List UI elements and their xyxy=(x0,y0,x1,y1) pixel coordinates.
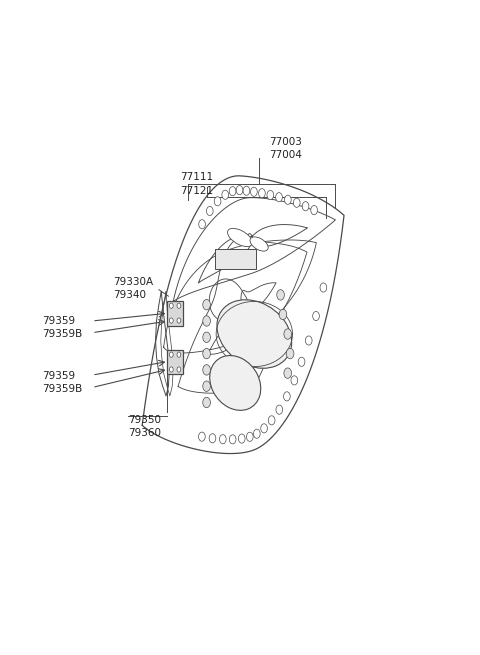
Circle shape xyxy=(169,303,173,309)
Circle shape xyxy=(293,198,300,208)
Circle shape xyxy=(199,432,205,441)
Circle shape xyxy=(236,185,243,195)
Circle shape xyxy=(284,329,291,339)
Circle shape xyxy=(222,190,228,199)
Circle shape xyxy=(279,309,287,320)
Ellipse shape xyxy=(228,229,252,247)
Text: 79359: 79359 xyxy=(42,371,75,381)
Circle shape xyxy=(203,299,210,310)
Circle shape xyxy=(243,186,250,195)
Circle shape xyxy=(251,187,257,196)
Text: 77003
77004: 77003 77004 xyxy=(269,136,302,160)
Circle shape xyxy=(246,432,253,441)
Circle shape xyxy=(203,316,210,326)
Circle shape xyxy=(286,348,294,359)
Circle shape xyxy=(203,365,210,375)
Circle shape xyxy=(203,381,210,392)
Ellipse shape xyxy=(210,356,261,410)
Circle shape xyxy=(320,283,327,292)
Text: 79330A
79340: 79330A 79340 xyxy=(114,277,154,300)
Text: 77111
77121: 77111 77121 xyxy=(180,172,214,196)
Circle shape xyxy=(268,416,275,425)
Text: 79350
79360: 79350 79360 xyxy=(128,415,161,438)
Circle shape xyxy=(239,434,245,443)
FancyBboxPatch shape xyxy=(215,250,256,269)
Circle shape xyxy=(177,303,181,309)
Circle shape xyxy=(177,352,181,357)
Circle shape xyxy=(214,196,221,206)
Circle shape xyxy=(267,191,274,200)
Circle shape xyxy=(219,435,226,444)
FancyBboxPatch shape xyxy=(168,350,183,375)
Circle shape xyxy=(169,367,173,372)
FancyBboxPatch shape xyxy=(168,301,183,326)
Circle shape xyxy=(229,435,236,444)
Circle shape xyxy=(277,290,284,300)
Circle shape xyxy=(203,398,210,407)
Circle shape xyxy=(253,429,260,438)
Circle shape xyxy=(305,336,312,345)
Circle shape xyxy=(291,376,298,385)
Circle shape xyxy=(311,206,317,215)
Circle shape xyxy=(177,367,181,372)
Circle shape xyxy=(177,318,181,323)
Circle shape xyxy=(169,318,173,323)
Circle shape xyxy=(285,195,291,204)
Circle shape xyxy=(203,332,210,343)
Circle shape xyxy=(259,189,265,198)
Circle shape xyxy=(169,352,173,357)
Text: 79359: 79359 xyxy=(42,316,75,326)
Circle shape xyxy=(298,357,305,366)
Circle shape xyxy=(276,193,282,202)
Text: 79359B: 79359B xyxy=(42,384,82,394)
Text: 79359B: 79359B xyxy=(42,329,82,339)
Ellipse shape xyxy=(217,300,292,368)
Circle shape xyxy=(203,348,210,359)
Circle shape xyxy=(229,187,236,196)
Circle shape xyxy=(199,219,205,229)
Circle shape xyxy=(284,368,291,379)
Circle shape xyxy=(302,202,309,211)
Circle shape xyxy=(261,424,267,433)
Circle shape xyxy=(284,392,290,401)
Ellipse shape xyxy=(250,237,268,251)
Circle shape xyxy=(276,405,283,414)
Circle shape xyxy=(312,312,319,320)
Circle shape xyxy=(209,434,216,443)
Circle shape xyxy=(206,206,213,215)
